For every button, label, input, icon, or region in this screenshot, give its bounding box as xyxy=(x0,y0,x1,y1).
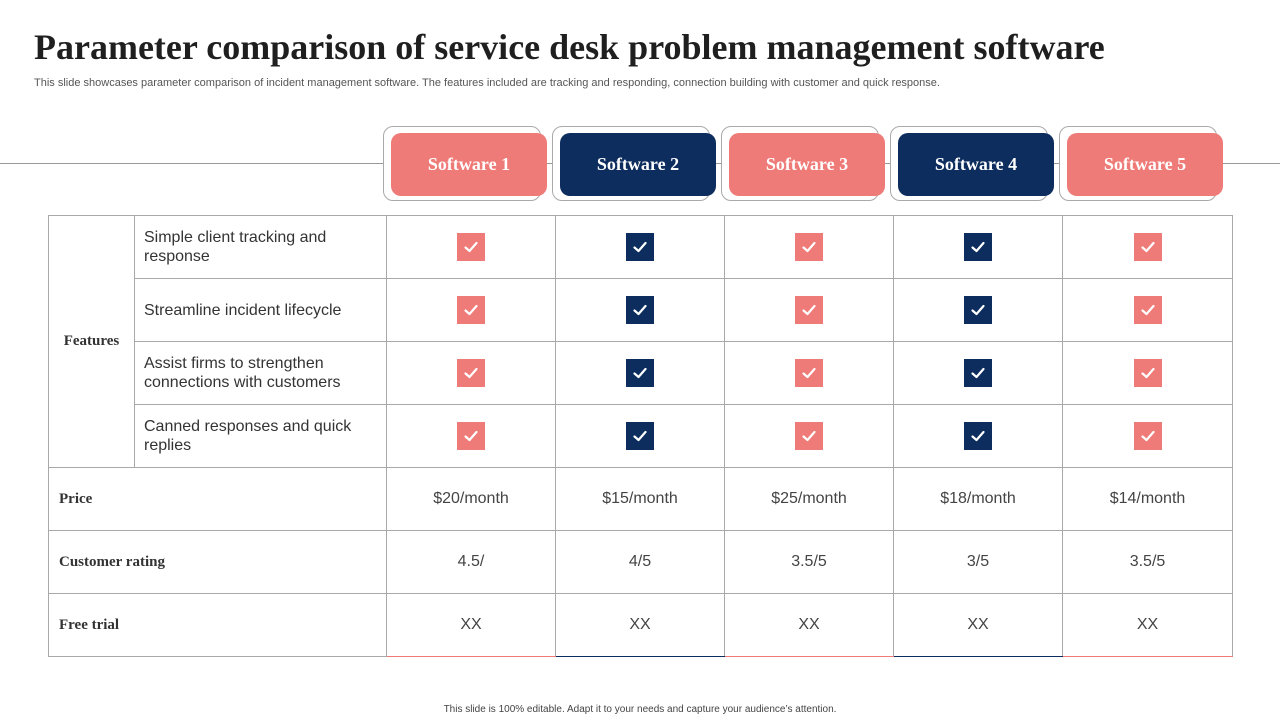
row-label-customer-rating: Customer rating xyxy=(48,530,387,594)
checkmark-icon xyxy=(795,359,823,387)
price-value: $18/month xyxy=(893,467,1063,531)
page-title: Parameter comparison of service desk pro… xyxy=(34,27,1105,67)
row-label-free-trial: Free trial xyxy=(48,593,387,657)
checkmark-icon xyxy=(457,359,485,387)
checkmark-icon xyxy=(626,359,654,387)
column-header-software-3: Software 3 xyxy=(729,133,885,196)
page-subtitle: This slide showcases parameter compariso… xyxy=(34,77,940,89)
rating-value: 3.5/5 xyxy=(1062,530,1233,594)
column-header-software-4: Software 4 xyxy=(898,133,1054,196)
price-value: $25/month xyxy=(724,467,894,531)
table-row: Features Simple client tracking and resp… xyxy=(48,215,1233,468)
checkmark-icon xyxy=(795,422,823,450)
table-row: Customer rating 4.5/ 4/5 3.5/5 3/5 3.5/5 xyxy=(48,530,1233,594)
checkmark-icon xyxy=(457,233,485,261)
rating-value: 4.5/ xyxy=(386,530,556,594)
price-value: $14/month xyxy=(1062,467,1233,531)
price-value: $20/month xyxy=(386,467,556,531)
checkmark-icon xyxy=(626,296,654,324)
table-row: Price $20/month $15/month $25/month $18/… xyxy=(48,467,1233,531)
table-row: Free trial XX XX XX XX XX xyxy=(48,593,1233,657)
checkmark-icon xyxy=(1133,233,1162,261)
checkmark-icon xyxy=(795,296,823,324)
feature-label: Streamline incident lifecycle xyxy=(134,278,387,342)
checkmark-icon xyxy=(795,233,823,261)
free-trial-value: XX xyxy=(555,593,725,657)
rating-value: 3.5/5 xyxy=(724,530,894,594)
table-row: Canned responses and quick replies xyxy=(49,404,1233,468)
checkmark-icon xyxy=(457,422,485,450)
free-trial-value: XX xyxy=(893,593,1063,657)
price-value: $15/month xyxy=(555,467,725,531)
checkmark-icon xyxy=(1133,296,1162,324)
rating-value: 3/5 xyxy=(893,530,1063,594)
checkmark-icon xyxy=(1133,359,1162,387)
row-label-price: Price xyxy=(48,467,387,531)
checkmark-icon xyxy=(964,422,992,450)
column-header-software-2: Software 2 xyxy=(560,133,716,196)
table-row: Assist firms to strengthen connections w… xyxy=(49,341,1233,405)
column-header-software-5: Software 5 xyxy=(1067,133,1223,196)
free-trial-value: XX xyxy=(1062,593,1233,657)
column-header-software-1: Software 1 xyxy=(391,133,547,196)
checkmark-icon xyxy=(964,233,992,261)
checkmark-icon xyxy=(964,359,992,387)
feature-label: Assist firms to strengthen connections w… xyxy=(134,341,387,405)
features-group-label: Features xyxy=(48,215,135,468)
free-trial-value: XX xyxy=(386,593,556,657)
comparison-table: Features Simple client tracking and resp… xyxy=(48,215,1233,657)
checkmark-icon xyxy=(1133,422,1162,450)
checkmark-icon xyxy=(964,296,992,324)
rating-value: 4/5 xyxy=(555,530,725,594)
feature-label: Canned responses and quick replies xyxy=(134,404,387,468)
table-row: Streamline incident lifecycle xyxy=(49,278,1233,342)
checkmark-icon xyxy=(626,233,654,261)
feature-label: Simple client tracking and response xyxy=(134,215,387,279)
checkmark-icon xyxy=(626,422,654,450)
checkmark-icon xyxy=(457,296,485,324)
free-trial-value: XX xyxy=(724,593,894,657)
footer-note: This slide is 100% editable. Adapt it to… xyxy=(443,704,837,715)
